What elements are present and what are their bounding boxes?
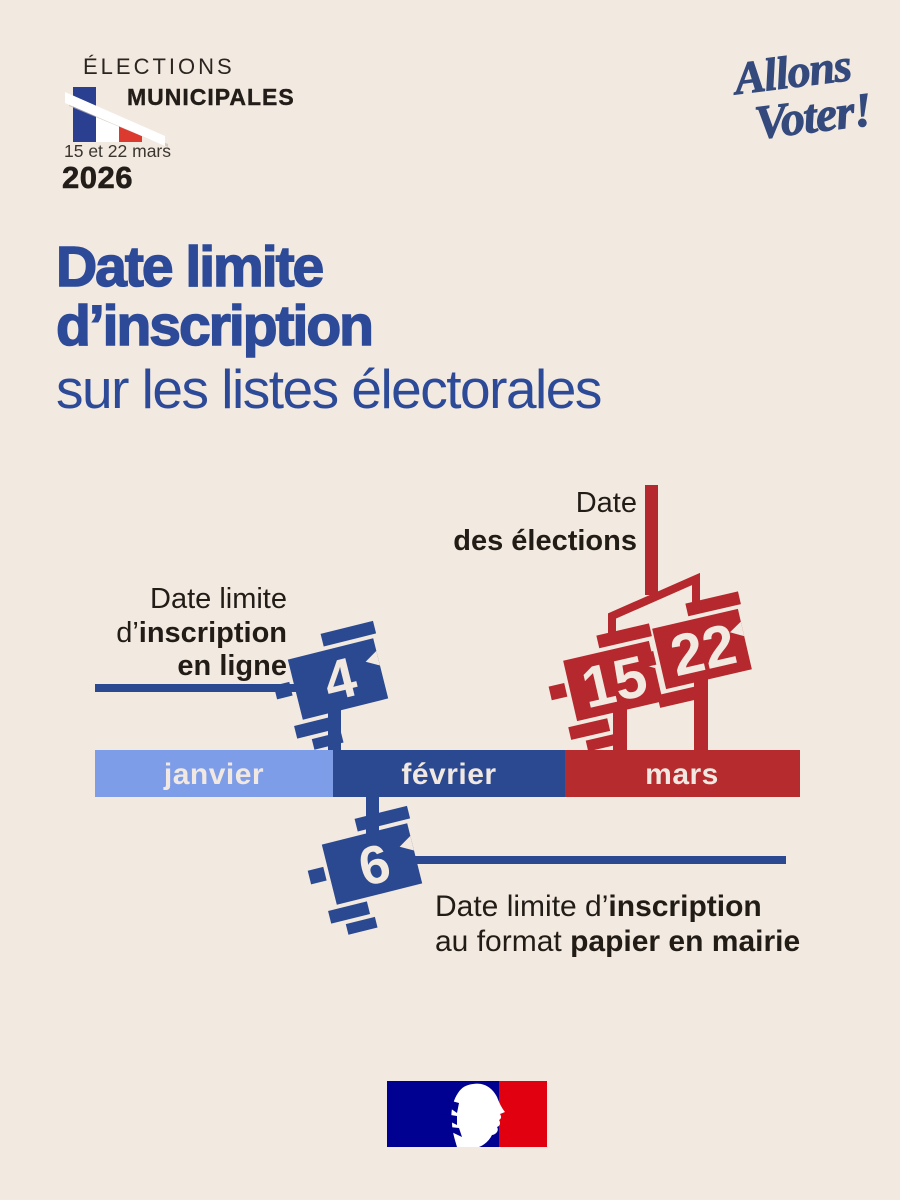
month-segment-mars [565, 750, 800, 797]
french-flag-icon [65, 80, 168, 147]
badge-day-15: 15 [548, 623, 663, 752]
allons-voter-logo: Allons Voter! [683, 37, 900, 157]
timeline-diagram: janvier février mars 4 15 [95, 485, 800, 958]
badge-day-22-number: 22 [665, 611, 742, 689]
election-dates-text: 15 et 22 mars [64, 141, 171, 161]
badge-day-4: 4 [273, 620, 389, 750]
elections-vline [645, 485, 658, 595]
title-line-2: d’inscription [55, 294, 374, 358]
svg-text:en ligne: en ligne [177, 650, 287, 682]
badge-day-22: 22 [637, 591, 752, 708]
badge-day-6: 6 [307, 805, 423, 935]
svg-text:Date: Date [576, 487, 637, 519]
svg-text:au format papier en mairie: au format papier en mairie [435, 925, 800, 958]
label-paper-deadline: Date limite d’inscription au format papi… [435, 890, 800, 958]
svg-text:Date limite d’inscription: Date limite d’inscription [435, 890, 762, 923]
month-label-janvier: janvier [163, 758, 264, 791]
svg-text:des élections: des élections [453, 525, 637, 557]
label-online-deadline: Date limite d’inscription en ligne [116, 583, 287, 682]
label-election-dates: Date des élections [453, 487, 637, 557]
page-title: Date limite d’inscription sur les listes… [55, 235, 602, 420]
month-label-mars: mars [645, 758, 719, 791]
month-segment-janvier [95, 750, 333, 797]
day15-vline [613, 700, 627, 752]
month-segment-fevrier [333, 750, 565, 797]
elections-text: ÉLECTIONS [83, 54, 235, 79]
municipales-text: MUNICIPALES [127, 84, 295, 110]
svg-text:d’inscription: d’inscription [116, 617, 287, 649]
marianne-logo-icon [387, 1081, 547, 1147]
title-line-1: Date limite [55, 235, 325, 299]
elections-bracket [608, 572, 700, 642]
svg-text:Date limite: Date limite [150, 583, 287, 615]
paper-deadline-hline [404, 856, 786, 864]
month-bar: janvier février mars [95, 750, 800, 797]
title-line-3: sur les listes électorales [56, 358, 602, 420]
online-deadline-hline [95, 684, 313, 692]
year-text: 2026 [62, 160, 133, 196]
month-label-fevrier: février [401, 758, 496, 791]
